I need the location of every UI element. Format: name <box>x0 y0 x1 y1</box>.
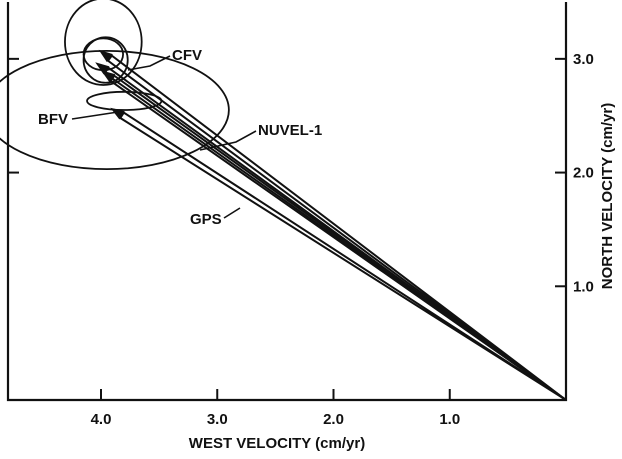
y-tick-label: 2.0 <box>573 165 594 182</box>
leader-nuvel-1 <box>199 130 257 151</box>
leader-cfv <box>127 55 171 71</box>
x-tick-label: 1.0 <box>439 411 460 428</box>
y-tick-label: 3.0 <box>573 51 594 68</box>
leader-bfv <box>71 111 119 120</box>
x-tick-label: 3.0 <box>207 411 228 428</box>
label-gps: GPS <box>190 211 222 228</box>
annotation-labels: CFV BFV NUVEL-1 GPS <box>38 47 322 228</box>
vector-bfv <box>103 66 567 401</box>
axis-frame <box>6 2 568 402</box>
vector-gps <box>118 111 567 401</box>
label-nuvel-1: NUVEL-1 <box>258 122 322 139</box>
label-cfv: CFV <box>172 47 202 64</box>
leader-gps <box>223 207 241 219</box>
error-ellipse-cfv-circle <box>82 36 129 84</box>
arrowhead-bfv <box>95 62 110 75</box>
vector-nuvel-1 <box>109 74 567 401</box>
x-tick-label: 4.0 <box>91 411 112 428</box>
x-tick-label: 2.0 <box>323 411 344 428</box>
error-ellipses <box>0 0 230 171</box>
arrowhead-cfv <box>98 49 113 63</box>
y-axis-title: NORTH VELOCITY (cm/yr) <box>599 103 616 289</box>
error-ellipse-cfv-outer <box>64 0 143 86</box>
arrowhead-nuvel-1 <box>101 70 116 83</box>
x-axis-title: WEST VELOCITY (cm/yr) <box>189 435 365 452</box>
vector-cfv <box>106 54 567 401</box>
axes: 4.0 3.0 2.0 1.0 1.0 2.0 3.0 <box>6 2 594 428</box>
y-tick-label: 1.0 <box>573 278 594 295</box>
label-bfv: BFV <box>38 111 68 128</box>
error-ellipse-bfv <box>0 50 230 171</box>
velocity-vectors <box>95 49 567 401</box>
arrowhead-gps <box>110 107 125 120</box>
